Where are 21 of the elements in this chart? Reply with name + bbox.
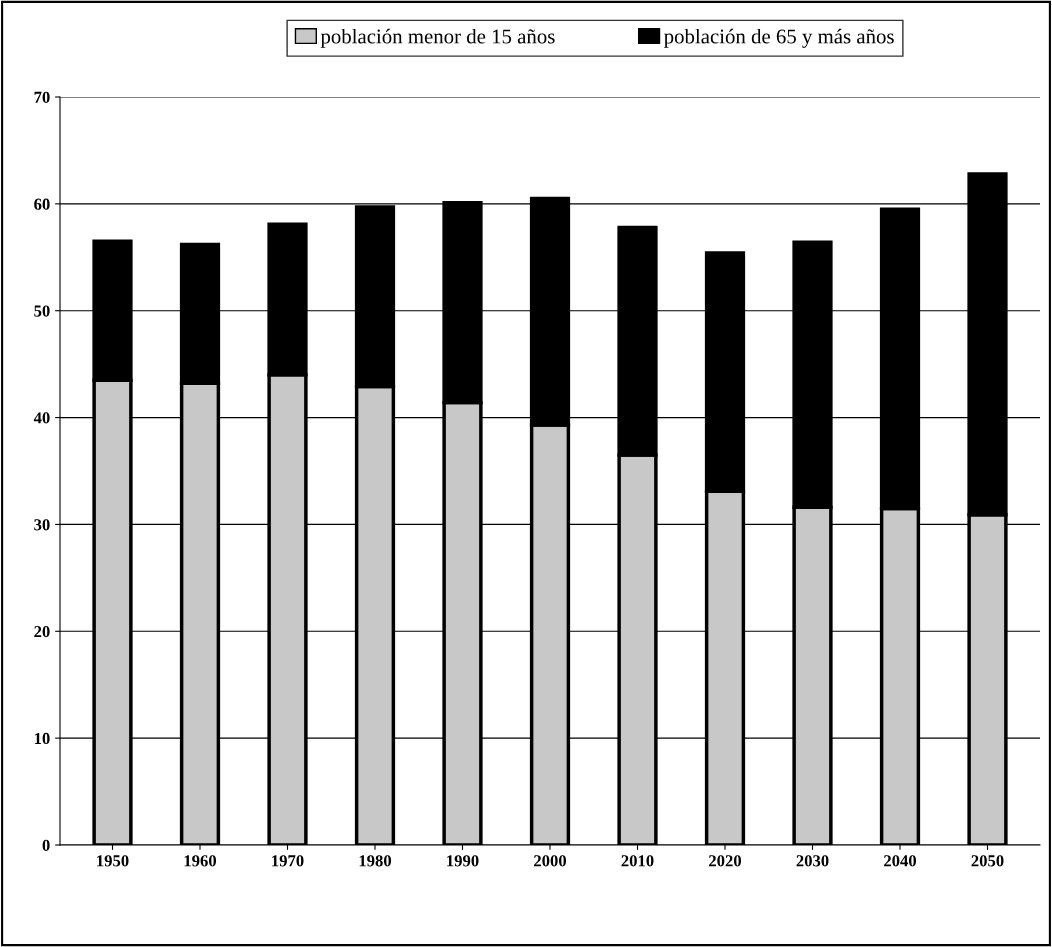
x-tick-label: 2020 bbox=[709, 855, 742, 867]
x-tick-label: 1990 bbox=[447, 855, 479, 867]
x-tick-label: 2000 bbox=[534, 855, 567, 867]
y-tick-label: 40 bbox=[33, 412, 50, 424]
y-tick-label: 50 bbox=[34, 305, 50, 317]
y-tick-label: 0 bbox=[42, 839, 50, 851]
legend-label: población menor de 15 años bbox=[320, 28, 555, 48]
x-tick-label: 1970 bbox=[272, 855, 304, 867]
y-tick-label: 20 bbox=[34, 625, 50, 638]
y-tick-label: 70 bbox=[34, 91, 50, 103]
x-tick-label: 2010 bbox=[621, 855, 654, 867]
y-tick-label: 30 bbox=[34, 519, 50, 531]
x-tick-label: 2050 bbox=[971, 855, 1004, 867]
x-tick-label: 1980 bbox=[359, 855, 392, 867]
x-tick-label: 2030 bbox=[796, 855, 829, 867]
x-tick-label: 1960 bbox=[184, 855, 217, 867]
y-tick-label: 60 bbox=[34, 198, 50, 210]
y-tick-label: 10 bbox=[34, 732, 50, 745]
x-tick-label: 2040 bbox=[884, 855, 917, 867]
x-tick-label: 1950 bbox=[97, 855, 129, 867]
legend-label: población de 65 y más años bbox=[664, 28, 894, 48]
